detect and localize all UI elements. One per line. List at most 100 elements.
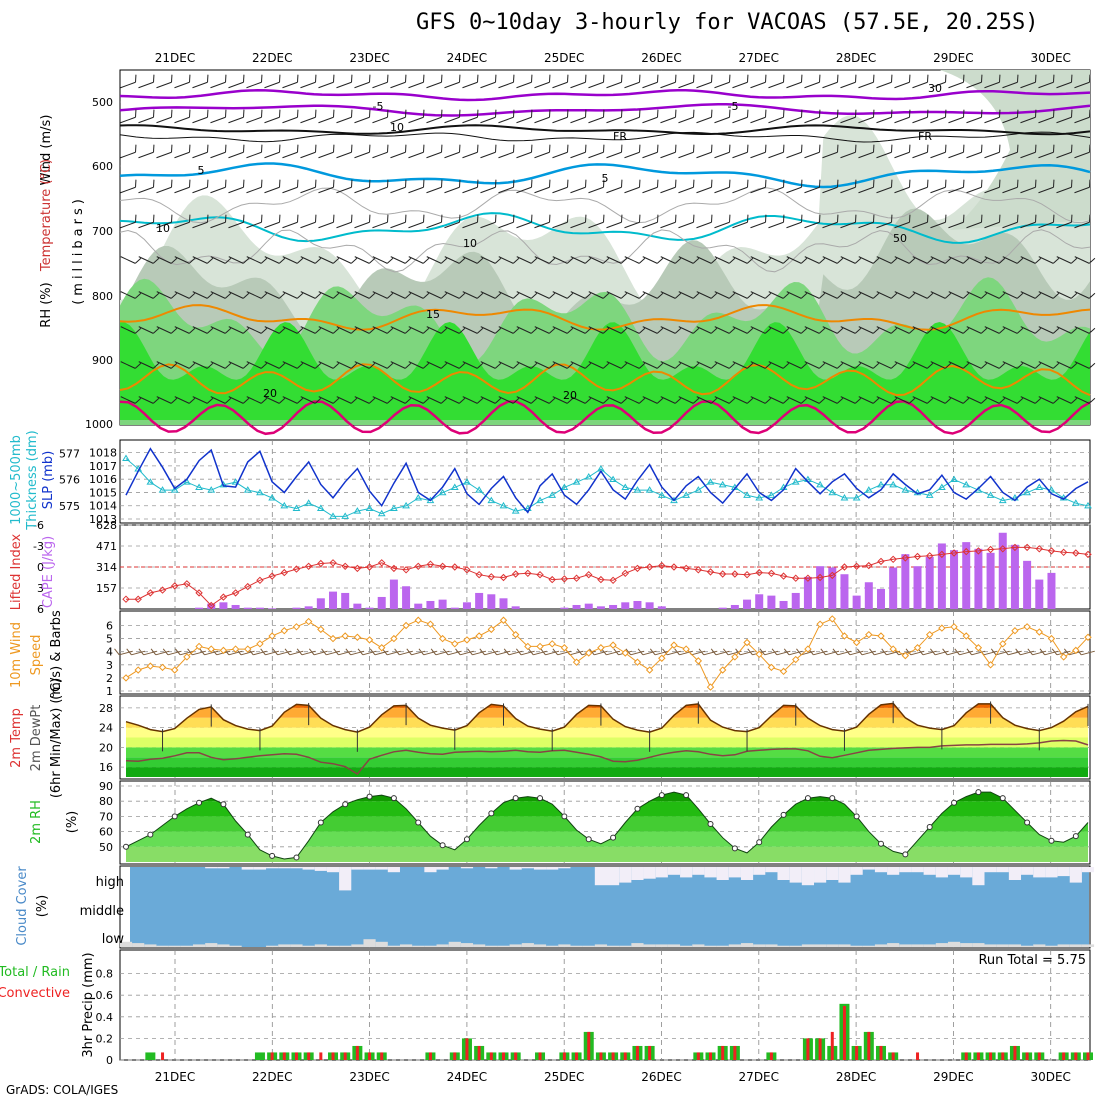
wind-barb <box>354 109 371 124</box>
wind-barb-feather <box>783 74 785 83</box>
cloud-high-bar <box>509 867 522 870</box>
wind-barb-shaft <box>138 291 154 299</box>
wind-barb <box>120 109 137 124</box>
wind-barb <box>768 326 790 334</box>
wind-speed-point <box>451 640 459 648</box>
surface-wind-barb <box>430 648 450 656</box>
wind-barb-feather <box>260 327 268 334</box>
surface-barb-shaft <box>520 650 535 656</box>
wind-barb-feather <box>873 214 875 223</box>
cloud-low-bar <box>582 945 595 947</box>
temp-ylabel-c: (6hr Min/Max) (°C) <box>49 678 64 798</box>
li-point <box>122 595 130 603</box>
wind-barb-feather <box>476 327 484 334</box>
thickness-point <box>1023 488 1031 496</box>
cape-bar <box>304 606 313 609</box>
wind-barb-shaft <box>444 186 460 194</box>
li-point <box>1023 543 1031 552</box>
wind-barb-shaft <box>1038 116 1054 124</box>
wind-barb-shaft <box>444 256 460 264</box>
wind-barb-feather <box>639 74 641 83</box>
wind-barb <box>750 361 772 369</box>
wind-barb <box>534 74 551 89</box>
thickness-point <box>243 486 252 493</box>
wind-barb-feather <box>1017 179 1019 188</box>
wind-barb-feather <box>693 214 695 223</box>
wind-barb-feather <box>1088 362 1096 369</box>
wind-speed-point <box>925 630 934 639</box>
wind-barb <box>318 109 335 124</box>
cloud-high-bar <box>655 867 668 878</box>
wind-barb-shaft <box>840 396 856 404</box>
wind-barb <box>174 109 191 124</box>
wind-barb-feather <box>765 179 767 188</box>
wind-barb <box>462 74 479 89</box>
wind-barb-shaft <box>1020 396 1036 404</box>
wind-barb-shaft <box>480 291 496 299</box>
wind-barb <box>246 179 263 194</box>
wind-barb-feather <box>854 292 862 299</box>
cloud-low-bar <box>692 944 705 947</box>
wind-barb-feather <box>819 144 821 153</box>
wind-barb-feather <box>224 292 232 299</box>
wind-barb <box>192 361 214 369</box>
wind-barb-feather <box>711 109 713 118</box>
wind-barb-shaft <box>750 186 766 194</box>
wind-barb <box>696 396 718 404</box>
wind-barb <box>588 326 610 334</box>
wind-barb <box>354 179 371 194</box>
wind-barb-feather <box>423 109 425 118</box>
wind-barb-feather <box>585 214 587 223</box>
wind-barb <box>714 214 731 229</box>
wind-barb-feather <box>783 179 785 188</box>
cloud-low-bar <box>375 941 388 947</box>
wind-barb <box>678 179 695 194</box>
wind-barb <box>174 256 196 264</box>
wind-barb-feather <box>314 362 322 369</box>
wind-barb <box>570 291 592 299</box>
thickness-point <box>1084 501 1092 509</box>
panel-frame-slp <box>119 439 1091 524</box>
wind-barb-feather <box>386 257 394 264</box>
wind-barb-feather <box>153 179 155 188</box>
wind-barb <box>192 326 214 334</box>
rh-ylabel-a: 2m RH <box>29 800 44 844</box>
wind-barb-shaft <box>390 116 406 124</box>
wind-barb-shaft <box>120 326 136 334</box>
precip-total-bar <box>145 1052 156 1060</box>
rh-point <box>171 813 178 820</box>
wind-barb-feather <box>170 397 178 404</box>
surface-barb-shaft <box>642 650 657 656</box>
wind-barb-feather <box>710 397 718 404</box>
wind-barb <box>660 109 677 124</box>
wind-barb-shaft <box>570 361 586 369</box>
wind-barb-shaft <box>174 396 190 404</box>
cloud-low-bar <box>546 945 559 947</box>
wind-barb-feather <box>854 257 862 264</box>
wind-barb <box>912 144 929 159</box>
rh-tick-70: 70 <box>99 810 113 823</box>
wind-barb-shaft <box>822 81 838 89</box>
surface-barb-shaft <box>387 650 401 656</box>
surface-wind-barb <box>869 648 888 656</box>
wind-barb <box>696 144 713 159</box>
wind-barb-feather <box>945 214 947 223</box>
cloud-low-bar <box>607 945 620 947</box>
wind-barb-feather <box>621 74 623 83</box>
precip-conv-bar <box>611 1052 615 1060</box>
cape-ylabel-b: CAPE (J/kg) <box>41 536 56 608</box>
wind-barb-shaft <box>534 186 550 194</box>
wind-barb-feather <box>980 397 988 404</box>
rh-point <box>902 851 909 858</box>
wind-barb-shaft <box>264 361 280 369</box>
cloud-low-bar <box>326 945 340 947</box>
wind-speed-point <box>219 646 228 655</box>
wind-barb <box>948 291 970 299</box>
wind-barb <box>408 179 425 194</box>
surface-barb-feather <box>552 648 559 656</box>
wind-barb <box>570 109 587 124</box>
wind-barb-feather <box>1070 397 1078 404</box>
cloud-high-bar <box>607 867 620 886</box>
wind-barb-shaft <box>408 81 424 89</box>
wind-barb-feather <box>710 292 718 299</box>
